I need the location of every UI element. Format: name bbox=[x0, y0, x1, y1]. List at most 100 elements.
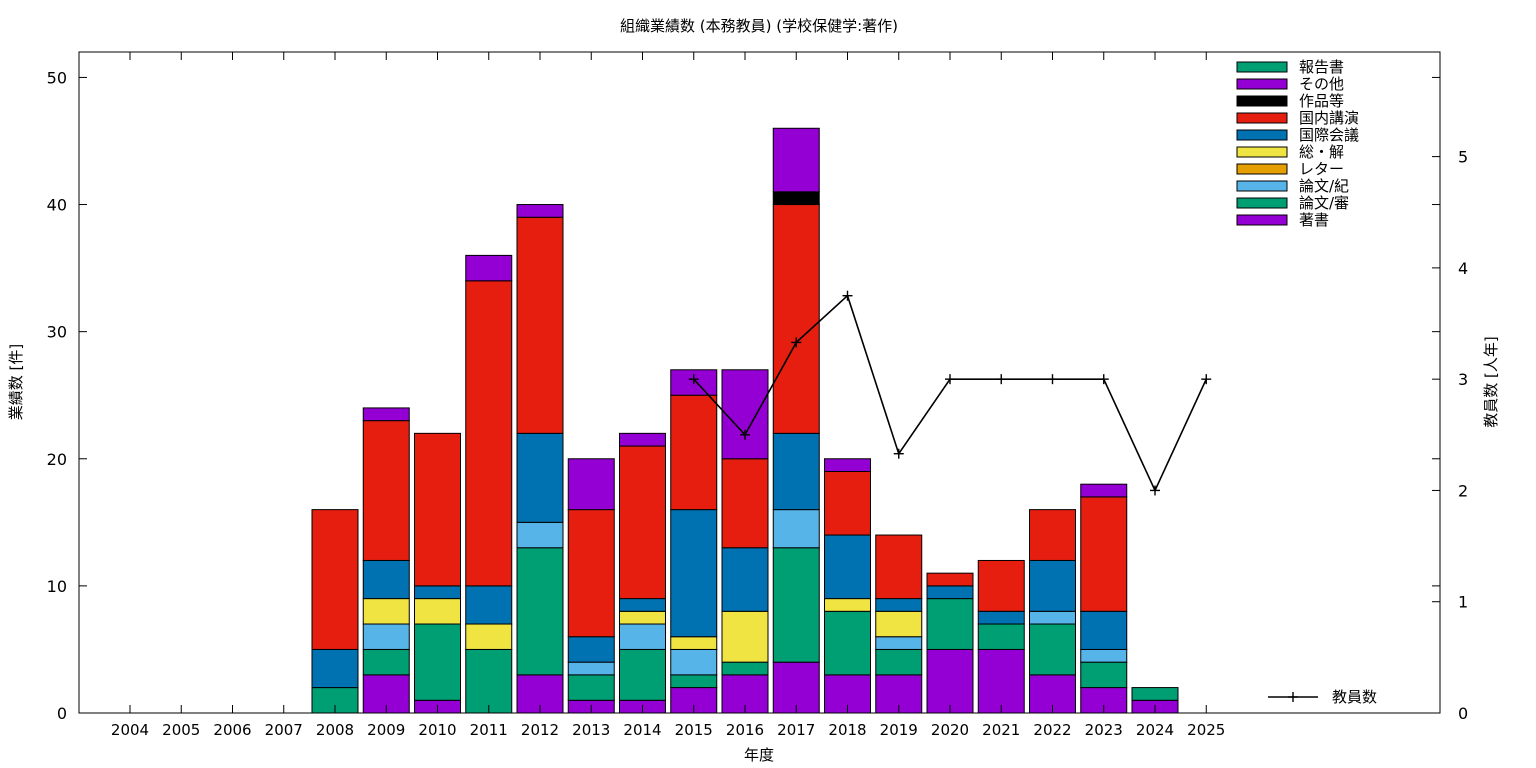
bar-2018-6 bbox=[824, 470, 871, 536]
bar-2022-5 bbox=[1029, 559, 1076, 612]
bar-2012-1 bbox=[516, 547, 564, 676]
bar-2014-8 bbox=[619, 432, 666, 447]
bar-2012-2 bbox=[516, 521, 564, 549]
legend-swatch-6 bbox=[1236, 163, 1288, 175]
bar-2013-1 bbox=[567, 674, 615, 701]
bar-2021-6 bbox=[977, 559, 1025, 612]
bar-2012-6 bbox=[516, 216, 564, 434]
y2-tick-label-3: 3 bbox=[1458, 370, 1468, 389]
bar-2014-6 bbox=[619, 445, 666, 600]
bar-2020-5 bbox=[926, 585, 974, 600]
bar-2008-5 bbox=[311, 648, 359, 689]
legend-swatch-4 bbox=[1236, 129, 1288, 141]
bar-2019-6 bbox=[875, 534, 923, 600]
bar-2009-5 bbox=[362, 559, 410, 600]
line-point-2018 bbox=[842, 290, 853, 301]
x-tick-label-2011: 2011 bbox=[470, 721, 508, 739]
x-tick-label-2022: 2022 bbox=[1033, 721, 1071, 739]
y-tick-label-30: 30 bbox=[47, 323, 67, 342]
bar-2015-4 bbox=[670, 636, 718, 650]
bar-2020-0 bbox=[926, 648, 974, 714]
bar-2018-4 bbox=[824, 598, 871, 612]
line-point-2016 bbox=[740, 429, 750, 440]
bar-2012-5 bbox=[516, 432, 564, 523]
y-axis: 0 10 20 30 40 50 bbox=[47, 68, 1440, 723]
bar-2011-6 bbox=[465, 280, 513, 587]
bar-2013-2 bbox=[567, 661, 615, 676]
bar-2015-1 bbox=[670, 674, 718, 689]
bar-2021-0 bbox=[977, 648, 1025, 714]
bar-2017-0 bbox=[772, 661, 820, 714]
legend-label-9: 著書 bbox=[1299, 211, 1329, 229]
y2-tick-label-2: 2 bbox=[1458, 481, 1468, 500]
x-tick-label-2009: 2009 bbox=[367, 721, 405, 739]
bar-2020-1 bbox=[926, 598, 974, 650]
bar-2022-2 bbox=[1029, 610, 1076, 625]
legend-label-2: 作品等 bbox=[1299, 92, 1344, 110]
line-point-2020 bbox=[945, 374, 955, 385]
bar-2009-2 bbox=[362, 623, 410, 650]
bar-2017-7 bbox=[772, 191, 820, 206]
legend-swatch-2 bbox=[1236, 95, 1288, 107]
x-tick-label-2016: 2016 bbox=[726, 721, 764, 739]
y2-axis: 0 1 2 3 4 5 bbox=[1432, 148, 1468, 723]
bar-2015-6 bbox=[670, 394, 718, 511]
x-tick-label-2006: 2006 bbox=[213, 721, 251, 739]
y-axis-label: 業績数 [件] bbox=[7, 344, 25, 420]
bar-2008-6 bbox=[311, 509, 359, 650]
bar-2009-8 bbox=[362, 407, 410, 422]
bar-2020-6 bbox=[926, 572, 974, 587]
bar-2023-5 bbox=[1080, 610, 1128, 650]
bar-2009-4 bbox=[362, 598, 410, 625]
bar-2016-8 bbox=[721, 369, 769, 460]
bar-2021-1 bbox=[977, 623, 1025, 650]
legend-line-label: 教員数 bbox=[1332, 688, 1377, 706]
bar-2016-6 bbox=[721, 458, 769, 549]
bar-2017-8 bbox=[772, 127, 820, 193]
bar-2017-1 bbox=[772, 547, 820, 663]
bar-2023-2 bbox=[1080, 648, 1128, 663]
y-tick-label-10: 10 bbox=[47, 577, 67, 596]
legend-label-7: 論文/紀 bbox=[1299, 177, 1349, 195]
legend-label-5: 総・解 bbox=[1299, 143, 1344, 161]
legend-label-6: レター bbox=[1299, 160, 1344, 178]
x-tick-label-2019: 2019 bbox=[880, 721, 918, 739]
bar-2019-1 bbox=[875, 648, 923, 676]
bar-2010-4 bbox=[414, 598, 461, 625]
bar-2009-1 bbox=[362, 648, 410, 676]
bar-2014-1 bbox=[619, 648, 666, 701]
x-tick-label-2004: 2004 bbox=[111, 721, 149, 739]
legend-label-8: 論文/審 bbox=[1299, 194, 1349, 212]
x-tick-label-2020: 2020 bbox=[931, 721, 969, 739]
y-tick-label-50: 50 bbox=[47, 68, 67, 87]
legend-swatch-0 bbox=[1236, 61, 1288, 73]
x-tick-label-2014: 2014 bbox=[623, 721, 661, 739]
bar-2019-2 bbox=[875, 636, 923, 650]
x-tick-label-2015: 2015 bbox=[675, 721, 713, 739]
y-tick-label-40: 40 bbox=[47, 196, 67, 215]
x-tick-label-2024: 2024 bbox=[1136, 721, 1174, 739]
legend-label-1: その他 bbox=[1299, 75, 1344, 93]
x-tick-label-2025: 2025 bbox=[1187, 721, 1225, 739]
y2-axis-label: 教員数 [人年] bbox=[1482, 336, 1500, 427]
bar-2014-2 bbox=[619, 623, 666, 650]
bars-layer bbox=[311, 127, 1179, 714]
bar-2013-5 bbox=[567, 636, 615, 663]
line-layer bbox=[688, 290, 1212, 496]
bar-2018-5 bbox=[824, 534, 871, 600]
bar-2016-4 bbox=[721, 610, 769, 663]
legend-swatch-8 bbox=[1236, 197, 1288, 209]
bar-2023-6 bbox=[1080, 496, 1128, 612]
legend-swatch-9 bbox=[1236, 214, 1288, 226]
bar-2024-1 bbox=[1131, 687, 1179, 701]
line-point-2019 bbox=[893, 448, 904, 459]
legend-line-entry: 教員数 bbox=[1268, 688, 1377, 706]
legend-swatch-3 bbox=[1236, 112, 1288, 124]
bar-2012-8 bbox=[516, 204, 564, 218]
x-tick-label-2007: 2007 bbox=[265, 721, 303, 739]
bar-2015-2 bbox=[670, 648, 718, 676]
line-point-2024 bbox=[1150, 485, 1160, 496]
line-point-2022 bbox=[1047, 374, 1058, 385]
